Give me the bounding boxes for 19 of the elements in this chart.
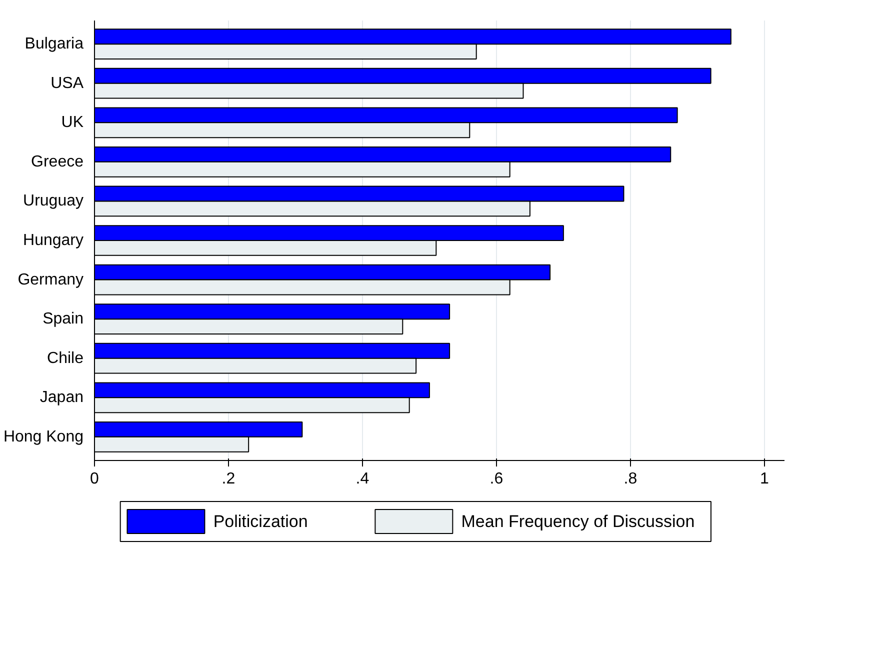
x-tick-label: .6 bbox=[490, 470, 504, 488]
y-tick-label: UK bbox=[61, 114, 84, 132]
y-tick-label: Bulgaria bbox=[24, 36, 84, 53]
y-tick-label: Greece bbox=[31, 153, 84, 170]
y-tick-label: Hong Kong bbox=[3, 428, 84, 446]
x-tick-label: .8 bbox=[624, 470, 638, 488]
x-tick-label: .2 bbox=[222, 470, 236, 488]
y-tick-label: Uruguay bbox=[23, 192, 84, 210]
x-tick-label: 1 bbox=[760, 470, 769, 488]
y-tick-label: Spain bbox=[42, 310, 84, 328]
y-tick-label: USA bbox=[50, 74, 84, 92]
x-tick-label: 0 bbox=[90, 470, 100, 488]
legend-label: Politicization bbox=[213, 512, 308, 531]
y-tick-label: Germany bbox=[18, 271, 84, 288]
y-tick-label: Japan bbox=[40, 389, 84, 406]
y-tick-label: Chile bbox=[47, 350, 84, 367]
y-tick-label: Hungary bbox=[23, 232, 84, 249]
x-tick-label: .4 bbox=[356, 470, 370, 488]
legend-label: Mean Frequency of Discussion bbox=[461, 512, 695, 531]
